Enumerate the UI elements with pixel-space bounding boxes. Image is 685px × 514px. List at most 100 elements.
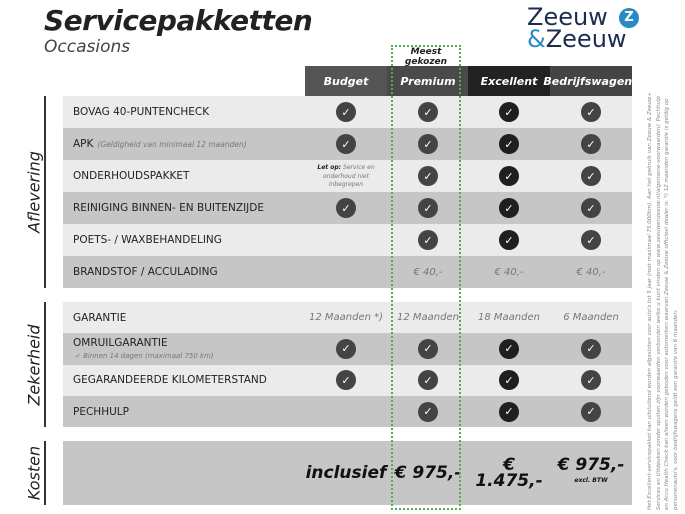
row-label: OMRUILGARANTIE (73, 337, 168, 349)
table-row: APK (Geldigheid van minimaal 12 maanden) ✓… (63, 128, 632, 160)
cell-premium: ✓ (387, 96, 469, 128)
row-label-text: PECHHULP (73, 405, 129, 418)
check-icon: ✓ (499, 134, 519, 154)
row-label: BOVAG 40-PUNTENCHECK (73, 106, 209, 118)
cell-budget: ✓ (305, 192, 387, 224)
cell-text: 18 Maanden (478, 312, 540, 324)
check-icon: ✓ (499, 230, 519, 250)
check-icon: ✓ (336, 338, 356, 359)
check-icon: ✓ (581, 230, 601, 250)
check-icon: ✓ (418, 370, 438, 391)
row-label: BRANDSTOF / ACCULADING (73, 266, 218, 278)
cell-budget: ✓ (305, 365, 387, 396)
cell-bedrijfswagens: ✓ (550, 96, 632, 128)
row-label: ONDERHOUDSPAKKET (73, 170, 189, 182)
check-icon: ✓ (499, 166, 519, 186)
check-icon: ✓ (499, 401, 519, 422)
row-label-text: BOVAG 40-PUNTENCHECK (73, 106, 210, 118)
cell-premium: ✓ (387, 192, 469, 224)
cell-note: note:Let op:|Service en onderhoud niet i… (305, 164, 387, 189)
check-icon: ✓ (336, 370, 356, 391)
cell-budget: ✓ (305, 96, 387, 128)
price-amount: € 1.475,- (475, 455, 543, 491)
price-budget: inclusief (305, 441, 387, 505)
section-label-aflevering: Aflevering (24, 96, 46, 288)
cell-budget (305, 396, 387, 427)
table-row: BRANDSTOF / ACCULADING € 40,- € 40,- € 40,- (63, 256, 632, 288)
logo-z-icon: Z (619, 8, 639, 28)
check-icon: ✓ (581, 338, 601, 359)
check-icon: ✓ (418, 198, 438, 218)
cell-bedrijfswagens: € 40,- (550, 256, 632, 288)
row-label: GEGARANDEERDE KILOMETERSTAND (73, 374, 267, 386)
cell-text: 12 Maanden *) (308, 312, 384, 324)
column-header-excellent: Excellent (468, 66, 550, 96)
column-header-bedrijfswagens: Bedrijfswagens (543, 66, 639, 96)
check-icon: ✓ (499, 198, 519, 218)
cell-excellent: ✓ (468, 96, 550, 128)
cell-text: € 40,- (494, 266, 524, 278)
section-label-zekerheid: Zekerheid (24, 302, 46, 428)
row-label-text: OMRUILGARANTIE (73, 337, 168, 350)
cell-excellent: ✓ (468, 396, 550, 427)
check-icon: ✓ (336, 134, 356, 154)
check-icon: ✓ (418, 102, 438, 122)
note-text: Service en onderhoud niet inbegrepen (323, 163, 375, 188)
row-note: (Geldigheid van minimaal 12 maanden) (97, 140, 247, 149)
cell-budget: ✓ (305, 333, 387, 364)
page-title: Servicepakketten (44, 4, 313, 37)
column-header-premium: Premium (387, 66, 469, 96)
check-icon: ✓ (418, 401, 438, 422)
check-icon: ✓ (581, 198, 601, 218)
cell-excellent: € 40,- (468, 256, 550, 288)
cell-budget (305, 224, 387, 256)
cell-excellent: 18 Maanden (468, 302, 550, 333)
check-icon: ✓ (336, 102, 356, 122)
cell-bedrijfswagens: 6 Maanden (550, 302, 632, 333)
cell-text: € 40,- (576, 266, 606, 278)
table-row: GARANTIE 12 Maanden *) 12 Maanden 18 Maande… (63, 302, 632, 334)
cell-premium: ✓ (387, 160, 469, 192)
note-emphasis: Let op: (317, 163, 342, 171)
cell-bedrijfswagens: ✓ (550, 396, 632, 427)
row-label-text: APK (73, 138, 94, 150)
row-label: POETS- / WAXBEHANDELING (73, 234, 222, 246)
cell-excellent: ✓ (468, 192, 550, 224)
cell-premium: ✓ (387, 396, 469, 427)
check-icon: ✓ (581, 102, 601, 122)
zeeuw-zeeuw-logo: Zeeuw &Zeeuw Z (527, 5, 639, 54)
check-icon: ✓ (418, 338, 438, 359)
check-icon: ✓ (581, 370, 601, 391)
price-premium: € 975,- (387, 441, 469, 505)
cell-text: 12 Maanden (397, 312, 459, 324)
most-chosen-label: Meest gekozen (404, 47, 448, 67)
table-row: REINIGING BINNEN- EN BUITENZIJDE ✓ ✓ ✓ ✓ (63, 192, 632, 224)
row-label-text: ONDERHOUDSPAKKET (73, 170, 190, 182)
price-row: inclusief € 975,- € 1.475,- € 975,- excl. BT… (63, 441, 632, 505)
check-icon: ✓ (581, 166, 601, 186)
cell-bedrijfswagens: ✓ (550, 224, 632, 256)
price-value: inclusief (306, 465, 387, 482)
cell-premium: ✓ (387, 224, 469, 256)
cell-bedrijfswagens: ✓ (550, 365, 632, 396)
price-excellent: € 1.475,- (468, 441, 550, 505)
price-note: excl. BTW (574, 477, 608, 484)
row-sub-note: ✓ Binnen 14 dagen (maximaal 750 km) (75, 352, 214, 361)
check-icon: ✓ (581, 401, 601, 422)
row-label: REINIGING BINNEN- EN BUITENZIJDE (73, 202, 264, 214)
cell-budget: note:Let op:|Service en onderhoud niet i… (305, 160, 387, 192)
check-icon: ✓ (499, 370, 519, 391)
price-value: € 975,- excl. BTW (558, 457, 625, 489)
cell-excellent: ✓ (468, 333, 550, 364)
footnote: Het Excellent-servicepakket kan uitsluit… (647, 92, 679, 510)
row-label-text: REINIGING BINNEN- EN BUITENZIJDE (73, 202, 264, 214)
row-label-text: GARANTIE (73, 311, 127, 324)
check-icon: ✓ (418, 134, 438, 154)
section-title: Zekerheid (24, 324, 44, 406)
check-icon: ✓ (418, 166, 438, 186)
check-icon: ✓ (418, 230, 438, 250)
cell-bedrijfswagens: ✓ (550, 160, 632, 192)
page-subtitle: Occasions (44, 37, 131, 57)
row-label: APK (Geldigheid van minimaal 12 maanden) (73, 138, 247, 150)
cell-premium: ✓ (387, 128, 469, 160)
